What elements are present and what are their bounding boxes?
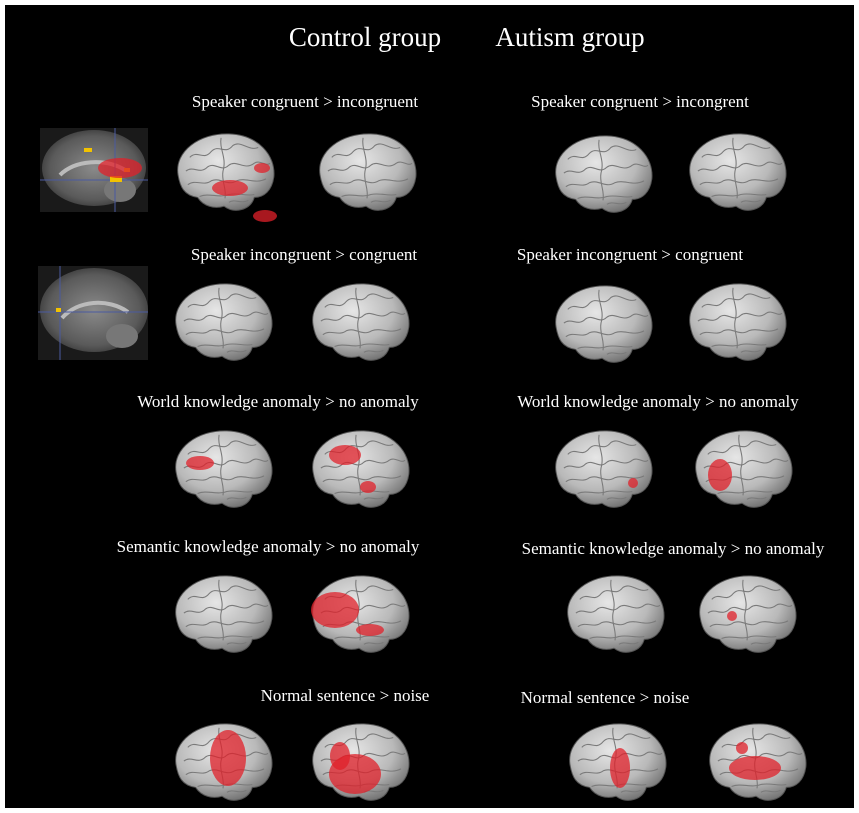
activation (254, 163, 270, 173)
activation (186, 456, 214, 470)
sagittal-slice (38, 266, 148, 360)
contrast-label: World knowledge anomaly > no anomaly (517, 392, 799, 411)
activation (708, 459, 732, 491)
figure: Control group Autism group Speaker congr… (0, 0, 859, 813)
activation (610, 748, 630, 788)
activation (360, 481, 376, 493)
contrast-label: Speaker congruent > incongrent (531, 92, 749, 111)
activation (212, 180, 248, 196)
activation (736, 742, 748, 754)
contrast-label: Normal sentence > noise (521, 688, 690, 707)
activation (210, 730, 246, 786)
activation (253, 210, 277, 222)
contrast-label: Semantic knowledge anomaly > no anomaly (522, 539, 825, 558)
activation (356, 624, 384, 636)
contrast-label: Speaker congruent > incongruent (192, 92, 419, 111)
activation (727, 611, 737, 621)
activation (330, 742, 350, 770)
contrast-label: Speaker incongruent > congruent (191, 245, 418, 264)
activation (311, 592, 359, 628)
contrast-label: Normal sentence > noise (261, 686, 430, 705)
column-title: Autism group (495, 22, 644, 52)
contrast-label: Speaker incongruent > congruent (517, 245, 744, 264)
activation (729, 756, 781, 780)
column-title: Control group (289, 22, 441, 52)
activation (98, 158, 142, 178)
contrast-label: World knowledge anomaly > no anomaly (137, 392, 419, 411)
contrast-label: Semantic knowledge anomaly > no anomaly (117, 537, 420, 556)
activation (628, 478, 638, 488)
activation (329, 445, 361, 465)
